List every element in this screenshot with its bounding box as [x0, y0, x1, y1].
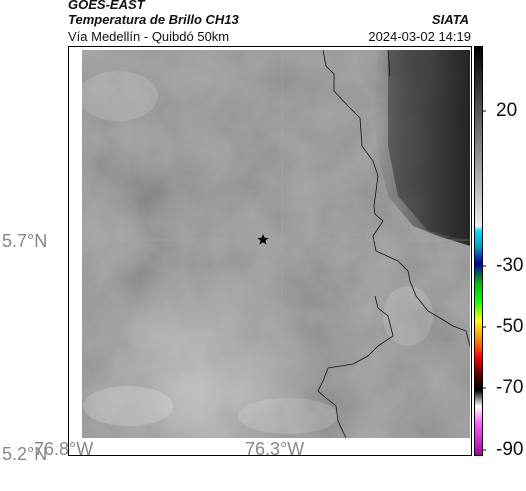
agency-label: SIATA [431, 12, 469, 27]
lat-tick-5.2: 5.2°N [2, 444, 48, 464]
product-title: Temperatura de Brillo CH13 [68, 12, 239, 27]
star-marker [257, 234, 269, 245]
colorbar-tick-minus50: -50 [496, 316, 524, 337]
lat-tick-5.7: 5.7°N [2, 231, 48, 251]
timestamp-label: 2024-03-02 14:19 [368, 29, 471, 44]
satellite-map [68, 46, 472, 456]
colorbar-tick-20: 20 [496, 100, 518, 121]
colorbar [474, 46, 486, 456]
satellite-title: GOES-EAST [68, 0, 145, 12]
colorbar-tick-minus90: -90 [496, 439, 524, 460]
colorbar-tick-minus30: -30 [496, 255, 524, 276]
colorbar-tick-minus70: -70 [496, 377, 524, 398]
lon-tick-76.3: 76.3°W [245, 439, 305, 459]
lon-tick-76.8: 76.8°W [34, 439, 94, 459]
region-subtitle: Vía Medellín - Quibdó 50km [68, 29, 230, 44]
